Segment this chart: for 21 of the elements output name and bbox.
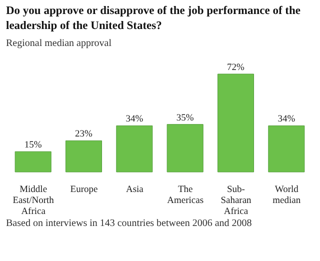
data-label: 34% [278,114,296,125]
data-label: 15% [24,140,42,151]
data-label: 34% [126,114,144,125]
x-tick-label: Sub-Saharan Africa [220,185,252,217]
data-label: 35% [176,113,194,124]
bar [268,125,305,172]
data-label: 72% [227,63,245,73]
chart-title: Do you approve or disapprove of the job performance of the leadership of the United States? [6,4,302,34]
text: Based on interviews in 143 countries between 2006 and 2008 [6,218,252,229]
bar [218,74,254,172]
x-tick-label: Europe [70,185,98,195]
x-tick-label: The Americas [167,185,204,206]
x-tick-label: Middle East/North Africa [12,185,54,217]
bar [116,125,153,172]
x-tick-label: Asia [126,185,144,195]
bar [66,140,102,172]
data-label: 23% [75,130,93,140]
x-tick-label: World median [272,185,301,206]
bar [166,124,204,172]
bar [14,151,52,172]
chart-subtitle: Regional median approval [6,38,112,49]
